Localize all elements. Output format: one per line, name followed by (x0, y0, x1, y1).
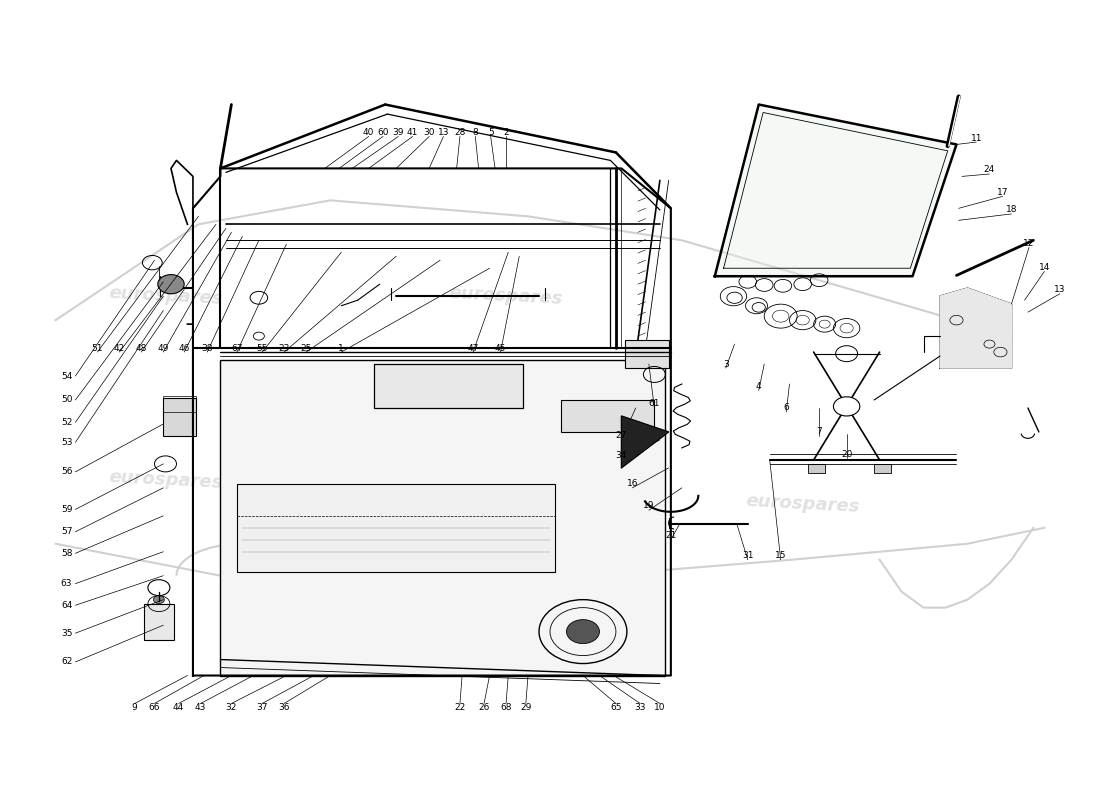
Bar (374, 364, 522, 408)
Text: 21: 21 (666, 531, 676, 540)
Bar (143, 604, 174, 639)
Text: 38: 38 (201, 343, 213, 353)
Text: 49: 49 (157, 343, 169, 353)
Text: 59: 59 (60, 505, 73, 514)
Text: 32: 32 (226, 703, 238, 712)
Text: 47: 47 (468, 343, 478, 353)
Text: 60: 60 (377, 128, 388, 137)
Text: 22: 22 (454, 703, 465, 712)
Text: 63: 63 (60, 579, 73, 588)
Text: 13: 13 (1054, 286, 1066, 294)
Text: 4: 4 (756, 382, 761, 391)
Text: 46: 46 (178, 343, 190, 353)
Text: 7: 7 (816, 427, 822, 437)
Text: 48: 48 (135, 343, 147, 353)
Text: 51: 51 (91, 343, 103, 353)
Bar (561, 400, 654, 432)
Text: 6: 6 (783, 403, 789, 413)
Circle shape (153, 596, 164, 604)
Text: 68: 68 (500, 703, 512, 712)
Text: 1: 1 (339, 343, 344, 353)
Text: 42: 42 (113, 343, 125, 353)
Text: 15: 15 (776, 551, 786, 560)
Text: 45: 45 (495, 343, 506, 353)
Text: 35: 35 (60, 629, 73, 638)
Text: 53: 53 (60, 438, 73, 447)
Text: 25: 25 (300, 343, 311, 353)
Text: eurospares: eurospares (449, 468, 563, 492)
Text: 13: 13 (438, 128, 449, 137)
Text: 61: 61 (649, 399, 660, 409)
Text: 24: 24 (983, 166, 996, 174)
Text: 62: 62 (60, 658, 73, 666)
Text: eurospares: eurospares (108, 468, 223, 492)
Text: 14: 14 (1038, 263, 1050, 272)
Circle shape (566, 620, 600, 643)
Text: 20: 20 (840, 450, 852, 459)
Text: 17: 17 (997, 188, 1009, 197)
Text: eurospares: eurospares (449, 284, 563, 308)
Bar (220, 360, 666, 675)
Text: 57: 57 (60, 527, 73, 536)
Text: 23: 23 (278, 343, 289, 353)
Text: eurospares: eurospares (108, 284, 223, 308)
Text: 55: 55 (256, 343, 268, 353)
Text: 16: 16 (627, 479, 638, 488)
Text: 33: 33 (635, 703, 646, 712)
Text: 44: 44 (173, 703, 185, 712)
Text: 41: 41 (407, 128, 418, 137)
Text: 43: 43 (195, 703, 207, 712)
Text: eurospares: eurospares (746, 492, 860, 516)
Text: 8: 8 (472, 128, 478, 137)
Text: 40: 40 (363, 128, 374, 137)
Text: 34: 34 (616, 451, 627, 461)
Text: 39: 39 (393, 128, 404, 137)
Text: 11: 11 (970, 134, 982, 142)
Polygon shape (940, 288, 1011, 368)
Bar (236, 484, 556, 572)
Text: 66: 66 (148, 703, 161, 712)
Text: 26: 26 (478, 703, 490, 712)
Circle shape (834, 397, 860, 416)
Text: 52: 52 (60, 418, 73, 427)
Text: 18: 18 (1005, 206, 1018, 214)
Text: 64: 64 (60, 601, 73, 610)
Bar (163, 398, 196, 436)
Text: 19: 19 (644, 501, 654, 510)
Text: 3: 3 (723, 359, 728, 369)
Bar (625, 340, 669, 368)
Text: 10: 10 (654, 703, 666, 712)
Polygon shape (715, 105, 957, 276)
Bar (874, 464, 891, 474)
Bar (808, 464, 825, 474)
Polygon shape (621, 416, 669, 468)
Text: 5: 5 (487, 128, 494, 137)
Text: 65: 65 (610, 703, 621, 712)
Text: 2: 2 (503, 128, 509, 137)
Circle shape (157, 274, 184, 294)
Text: 37: 37 (256, 703, 268, 712)
Text: 30: 30 (424, 128, 434, 137)
Text: 56: 56 (60, 467, 73, 476)
Text: 36: 36 (278, 703, 290, 712)
Text: 54: 54 (60, 371, 73, 381)
Text: 27: 27 (616, 431, 627, 441)
Text: 28: 28 (454, 128, 465, 137)
Text: 67: 67 (231, 343, 243, 353)
Text: 31: 31 (742, 551, 754, 560)
Text: 50: 50 (60, 395, 73, 405)
Text: 12: 12 (1023, 239, 1035, 248)
Text: 58: 58 (60, 549, 73, 558)
Text: 9: 9 (132, 703, 138, 712)
Text: 29: 29 (520, 703, 531, 712)
Bar (163, 396, 196, 412)
